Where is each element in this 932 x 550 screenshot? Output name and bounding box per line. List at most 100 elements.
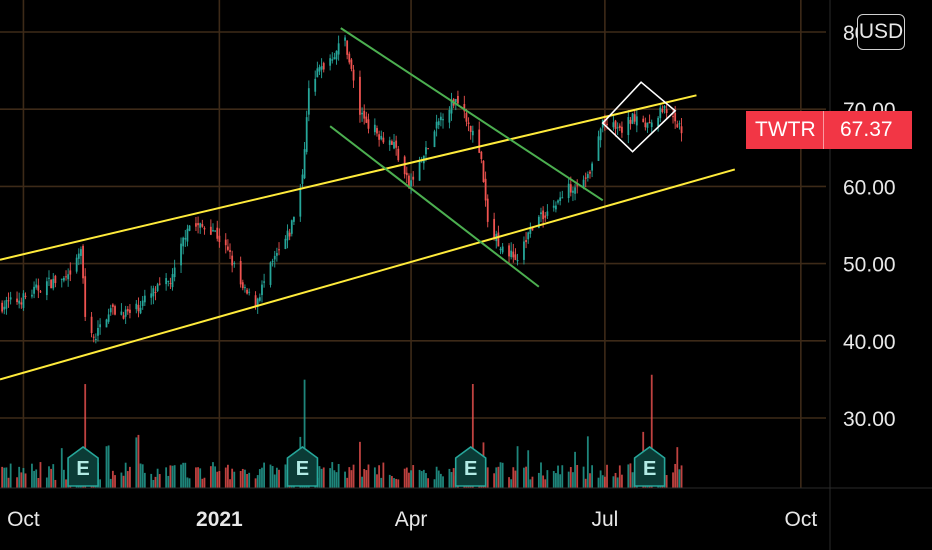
volume-bar	[152, 479, 155, 488]
volume-bar	[150, 473, 153, 488]
channel-lower-trendline[interactable]	[0, 168, 736, 381]
earnings-marker[interactable]: E	[286, 446, 319, 487]
time-scale[interactable]: Oct 2021 Apr Jul Oct	[0, 487, 932, 531]
volume-bar	[226, 464, 229, 488]
candle-body	[54, 275, 57, 284]
earnings-marker[interactable]: E	[633, 446, 666, 487]
volume-bar	[184, 462, 187, 488]
volume-bar	[263, 462, 266, 488]
volume-bar	[256, 475, 259, 488]
volume-bar	[676, 447, 679, 488]
volume-bar	[258, 469, 261, 488]
volume-bar	[606, 464, 608, 488]
earnings-badge	[286, 446, 319, 487]
volume-bar	[203, 477, 206, 488]
volume-bar	[141, 464, 144, 488]
candle-body	[254, 295, 257, 307]
time-tick-label: 2021	[196, 508, 243, 531]
candle-body	[616, 127, 619, 129]
candle-body	[408, 175, 410, 188]
volume-bar	[373, 467, 376, 488]
drawings[interactable]	[0, 27, 736, 381]
volume-bar	[169, 465, 172, 488]
candle-body	[661, 108, 664, 112]
candle-body	[244, 287, 246, 289]
candle-body	[544, 215, 547, 218]
candlestick-series[interactable]	[1, 35, 683, 344]
candle-body	[284, 238, 287, 249]
volume-bar	[680, 465, 683, 488]
candle-body	[501, 246, 504, 253]
volume-bar	[209, 466, 212, 488]
volume-bar	[171, 465, 174, 488]
candle-body	[439, 116, 442, 121]
candle-body	[486, 198, 489, 222]
currency-button[interactable]: USD	[857, 14, 905, 50]
candle-body	[484, 178, 487, 201]
last-price-label[interactable]: TWTR 67.37	[746, 111, 912, 149]
candle-body	[224, 239, 227, 246]
volume-bar	[427, 478, 430, 488]
candle-body	[525, 240, 527, 243]
wedge-upper-trendline[interactable]	[340, 27, 604, 202]
volume-bar	[603, 476, 606, 488]
channel-upper-trendline[interactable]	[0, 94, 697, 261]
volume-bar	[589, 473, 591, 488]
candle-body	[529, 227, 532, 234]
volume-bar	[45, 477, 48, 488]
candle-body	[591, 163, 594, 171]
candle-body	[69, 270, 72, 275]
candle-body	[152, 288, 155, 297]
volume-bar	[344, 471, 346, 488]
candle-body	[241, 282, 244, 289]
candle-body	[114, 306, 116, 315]
candle-body	[674, 113, 677, 122]
candle-body	[231, 255, 234, 266]
volume-bar	[393, 478, 395, 488]
volume-bar	[410, 470, 412, 488]
candle-body	[39, 291, 42, 293]
candle-body	[67, 274, 70, 280]
candle-body	[676, 124, 679, 128]
volume-bar	[499, 462, 502, 488]
candle-body	[248, 291, 251, 293]
candle-body	[627, 117, 630, 136]
volume-bar	[554, 473, 557, 488]
candle-body	[307, 88, 310, 115]
earnings-marker[interactable]: E	[67, 446, 99, 487]
volume-bar	[650, 374, 653, 488]
volume-bar	[346, 477, 349, 488]
volume-bar	[7, 477, 10, 488]
wedge-lower-trendline[interactable]	[329, 125, 540, 288]
volume-bar	[216, 471, 219, 488]
candle-body	[621, 126, 623, 133]
candle-body	[352, 69, 355, 81]
volume-bar	[501, 462, 504, 488]
candle-body	[299, 187, 302, 217]
volume-bar	[65, 479, 67, 488]
earnings-label: E	[643, 458, 656, 480]
time-tick-label: Jul	[591, 508, 618, 531]
candle-body	[111, 304, 114, 307]
earnings-marker[interactable]: E	[454, 446, 487, 487]
volume-bar	[574, 451, 576, 488]
candle-body	[24, 295, 27, 297]
volume-bar	[523, 467, 525, 488]
candle-body	[286, 230, 289, 241]
candle-body	[105, 319, 108, 328]
diamond-pattern[interactable]	[601, 81, 677, 153]
candle-body	[35, 284, 38, 288]
candle-body	[182, 237, 185, 247]
candle-body	[150, 293, 153, 298]
candle-body	[273, 255, 276, 260]
candle-body	[516, 260, 519, 262]
volume-bar	[158, 474, 161, 488]
price-tag-separator	[823, 111, 824, 149]
candle-body	[463, 104, 466, 112]
volume-bar	[561, 465, 564, 488]
candle-body	[199, 223, 202, 228]
candle-body	[599, 128, 602, 141]
